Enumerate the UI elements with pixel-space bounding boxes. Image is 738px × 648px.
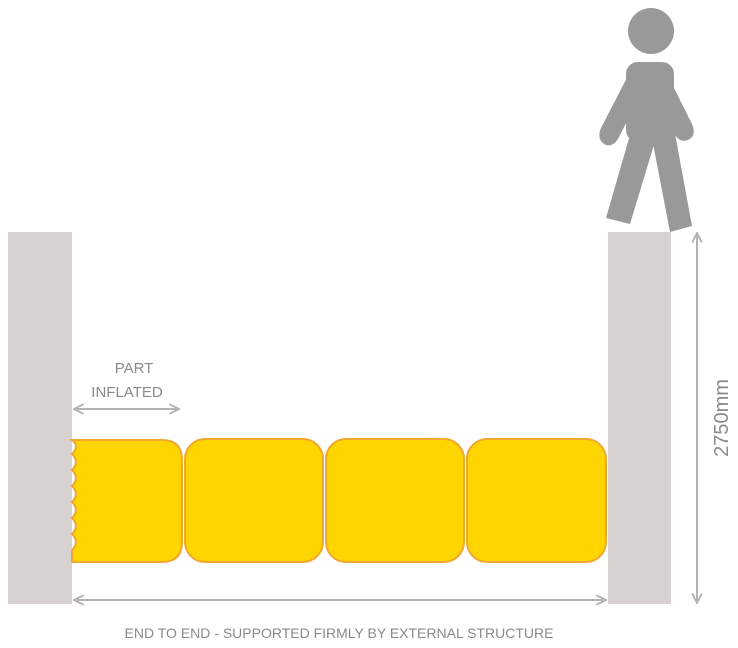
air-bag-3 bbox=[325, 438, 465, 563]
air-bag-2 bbox=[184, 438, 324, 563]
height-label: 2750mm bbox=[711, 379, 733, 457]
right-wall bbox=[608, 232, 671, 604]
air-bag-part-inflated bbox=[69, 439, 183, 563]
walking-person-icon bbox=[599, 8, 694, 232]
air-bags bbox=[69, 438, 607, 563]
left-wall bbox=[8, 232, 72, 604]
span-label: END TO END - SUPPORTED FIRMLY BY EXTERNA… bbox=[125, 625, 554, 641]
part-inflated-label-line1: PART bbox=[115, 360, 154, 377]
air-bag-4 bbox=[466, 438, 607, 563]
part-inflated-label-line2: INFLATED bbox=[91, 384, 163, 401]
